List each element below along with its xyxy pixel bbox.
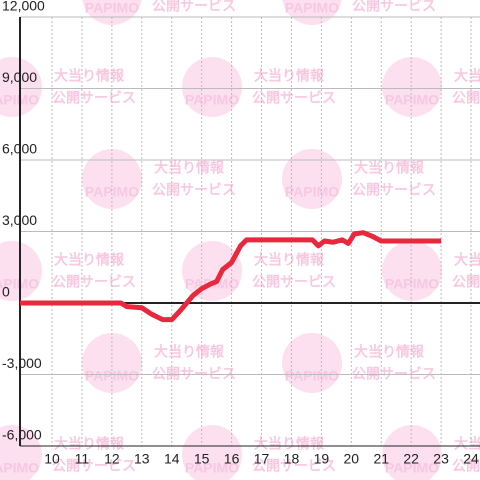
x-tick-label: 15 [194, 451, 210, 467]
watermark-text: 公開サービス [52, 458, 136, 474]
watermark-text: 公開サービス [352, 366, 436, 382]
watermark-logo-text: PAPIMO [85, 0, 139, 16]
watermark-text: 大当り情報 [254, 252, 325, 268]
x-tick-label: 14 [164, 451, 180, 467]
watermark-text: 大当り情報 [354, 344, 425, 360]
watermark-logo [382, 241, 442, 301]
x-tick-label: 21 [373, 451, 389, 467]
watermark-logo-text: PAPIMO [0, 460, 39, 476]
y-tick-label: 12,000 [2, 0, 45, 14]
watermark-text: 公開サービス [152, 366, 236, 382]
x-tick-label: 12 [104, 451, 120, 467]
x-tick-label: 18 [284, 451, 300, 467]
watermark-logo [382, 57, 442, 117]
watermark-text: 大当り情報 [254, 436, 325, 452]
watermark-logo [82, 0, 142, 25]
x-tick-label: 11 [75, 451, 90, 467]
watermark-text: 公開サービス [252, 274, 336, 290]
watermark-text: 公開サービス [252, 458, 336, 474]
watermark-logo [182, 57, 242, 117]
x-tick-label: 13 [134, 451, 150, 467]
x-tick-label: 16 [224, 451, 240, 467]
watermark-text: 公開サービス [52, 90, 136, 106]
watermark-text: 公開サービス [352, 0, 436, 14]
watermark-logo-text: PAPIMO [285, 368, 339, 384]
watermark-logo-text: PAPIMO [285, 184, 339, 200]
watermark-text: 大当り情報 [454, 252, 480, 268]
watermark-text: 大当り情報 [454, 68, 480, 84]
watermark-text: 公開サービス [252, 90, 336, 106]
watermark-logo-text: PAPIMO [285, 0, 339, 16]
watermark-logo [382, 425, 442, 480]
watermark-text: 大当り情報 [454, 436, 480, 452]
watermark-text: 公開サービス [452, 458, 480, 474]
x-tick-label: 10 [44, 451, 60, 467]
x-tick-label: 22 [403, 451, 419, 467]
y-tick-label: -6,000 [2, 427, 42, 443]
watermark-logo [182, 241, 242, 301]
watermark-text: 大当り情報 [54, 68, 125, 84]
watermark-logo [282, 0, 342, 25]
watermark-text: 公開サービス [152, 182, 236, 198]
y-tick-label: 0 [2, 284, 10, 300]
watermark-logo-text: PAPIMO [85, 184, 139, 200]
watermark-logo [0, 425, 42, 480]
watermark-text: 大当り情報 [154, 344, 225, 360]
watermark-logo-text: PAPIMO [185, 92, 239, 108]
watermark-text: 公開サービス [452, 274, 480, 290]
watermark-logo-text: PAPIMO [385, 276, 439, 292]
x-tick-label: 19 [314, 451, 330, 467]
x-tick-label: 20 [344, 451, 360, 467]
x-tick-label: 23 [433, 451, 449, 467]
watermark-text: 大当り情報 [54, 436, 125, 452]
watermark-logo-text: PAPIMO [185, 460, 239, 476]
watermark-text: 大当り情報 [154, 160, 225, 176]
watermark-logo-text: PAPIMO [385, 92, 439, 108]
watermark-text: 大当り情報 [254, 68, 325, 84]
x-tick-label: 24 [463, 451, 479, 467]
x-tick-label: 17 [254, 451, 270, 467]
watermark-text: 公開サービス [152, 0, 236, 14]
data-line [20, 230, 442, 323]
y-tick-label: -3,000 [2, 355, 42, 371]
watermark-logo-text: PAPIMO [85, 368, 139, 384]
watermark-logo [182, 425, 242, 480]
watermark-logo [282, 333, 342, 393]
watermark-text: 大当り情報 [354, 160, 425, 176]
watermark-logo [282, 149, 342, 209]
watermark-text: 公開サービス [452, 90, 480, 106]
watermark-text: 公開サービス [52, 274, 136, 290]
watermark-text: 大当り情報 [54, 252, 125, 268]
watermark-text: 公開サービス [352, 182, 436, 198]
watermark-logo-text: PAPIMO [385, 460, 439, 476]
